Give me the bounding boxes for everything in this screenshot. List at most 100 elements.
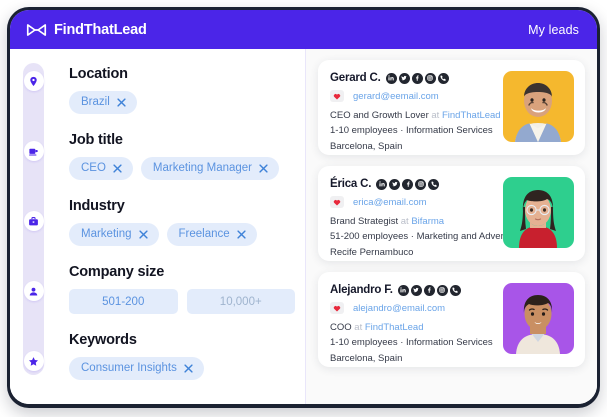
chip-label: Marketing Manager: [152, 162, 252, 174]
lead-at-word: at: [431, 110, 440, 121]
chip-label: Consumer Insights: [81, 362, 177, 374]
filter-chip[interactable]: CEO: [69, 157, 133, 180]
filter-icon-rail: [10, 49, 57, 404]
social-links: [397, 284, 461, 296]
lead-details: Alejandro F.: [330, 283, 495, 366]
lead-role-line: Brand Strategist at Bifarma: [330, 214, 495, 229]
lead-name-row: Alejandro F.: [330, 284, 495, 296]
lead-details: Gerard C.: [330, 71, 501, 154]
close-x-icon[interactable]: [259, 163, 268, 173]
phone-icon[interactable]: [428, 178, 440, 190]
lead-name-row: Érica C.: [330, 178, 495, 190]
phone-icon[interactable]: [437, 72, 449, 84]
star-keywords-icon[interactable]: [23, 351, 44, 371]
instagram-icon[interactable]: [415, 178, 427, 190]
instagram-icon[interactable]: [424, 72, 436, 84]
chip-list-job-title: CEO Marketing Manager: [69, 157, 295, 180]
company-size-option[interactable]: 10,000+: [186, 289, 295, 314]
facebook-icon[interactable]: [402, 178, 414, 190]
filter-chip[interactable]: Marketing: [69, 223, 159, 246]
lead-company[interactable]: Bifarma: [411, 216, 445, 227]
facebook-icon[interactable]: [423, 284, 435, 296]
lead-email-row: alejandro@email.com: [330, 302, 495, 314]
suitcase-industry-icon[interactable]: [23, 211, 44, 231]
twitter-icon[interactable]: [389, 178, 401, 190]
close-x-icon[interactable]: [138, 229, 148, 239]
lead-email-row: gerard@eemail.com: [330, 90, 495, 102]
lead-card[interactable]: Gerard C.: [318, 60, 585, 155]
lead-email[interactable]: erica@email.com: [353, 196, 427, 208]
phone-icon[interactable]: [449, 284, 461, 296]
filter-chip[interactable]: Marketing Manager: [140, 157, 279, 180]
filter-title-industry: Industry: [69, 198, 125, 214]
my-leads-nav-link[interactable]: My leads: [528, 22, 579, 37]
chip-label: CEO: [81, 162, 106, 174]
lead-company[interactable]: FindThatLead: [441, 110, 501, 121]
company-size-options: 501-200 10,000+: [69, 289, 295, 314]
filter-chip[interactable]: Freelance: [166, 223, 257, 246]
instagram-icon[interactable]: [436, 284, 448, 296]
lead-card[interactable]: Alejandro F.: [318, 272, 585, 367]
chip-list-industry: Marketing Freelance: [69, 223, 295, 246]
lead-role: Brand Strategist: [330, 216, 399, 227]
chip-list-keywords: Consumer Insights: [69, 357, 295, 380]
linkedin-icon[interactable]: [385, 72, 397, 84]
person-company-size-icon[interactable]: [23, 281, 44, 301]
lead-role: CEO and Growth Lover: [330, 110, 429, 121]
lead-email[interactable]: gerard@eemail.com: [353, 90, 439, 102]
lead-role-line: COO at FindThatLead: [330, 320, 495, 335]
filter-group-location: Location Brazil: [69, 66, 295, 114]
facebook-icon[interactable]: [411, 72, 423, 84]
avatar: [503, 177, 574, 248]
brand-name-label: FindThatLead: [54, 21, 147, 38]
filter-groups: Location Brazil: [57, 49, 305, 404]
close-x-icon[interactable]: [113, 163, 122, 173]
lead-location: Barcelona, Spain: [330, 352, 403, 364]
filter-title-keywords: Keywords: [69, 332, 137, 348]
lead-at-word: at: [354, 322, 363, 333]
lead-email[interactable]: alejandro@email.com: [353, 302, 446, 314]
filter-title-job-title: Job title: [69, 132, 123, 148]
heart-icon[interactable]: [330, 196, 344, 208]
app-screen: FindThatLead My leads: [10, 10, 597, 404]
lead-card[interactable]: Érica C.: [318, 166, 585, 261]
lead-company[interactable]: FindThatLead: [364, 322, 424, 333]
chip-label: Marketing: [81, 228, 132, 240]
rail-track: [23, 63, 44, 375]
chip-list-location: Brazil: [69, 91, 295, 114]
lead-name-row: Gerard C.: [330, 72, 495, 84]
lead-employees: 51-200 employees · Marketing and Adverti…: [330, 231, 526, 243]
device-frame: FindThatLead My leads: [7, 7, 600, 408]
filter-chip[interactable]: Consumer Insights: [69, 357, 204, 380]
leads-list[interactable]: Gerard C.: [306, 49, 597, 404]
brand-logo[interactable]: FindThatLead: [26, 22, 147, 38]
lead-email-row: erica@email.com: [330, 196, 495, 208]
avatar: [503, 71, 574, 142]
filter-chip[interactable]: Brazil: [69, 91, 137, 114]
lead-details: Érica C.: [330, 177, 526, 260]
filter-title-location: Location: [69, 66, 128, 82]
chip-label: Brazil: [81, 96, 110, 108]
twitter-icon[interactable]: [398, 72, 410, 84]
lead-location: Recife Pernambuco: [330, 246, 414, 258]
lead-name: Gerard C.: [330, 72, 381, 84]
close-x-icon[interactable]: [237, 229, 246, 239]
lead-role: COO: [330, 322, 352, 333]
twitter-icon[interactable]: [410, 284, 422, 296]
lead-name: Érica C.: [330, 178, 372, 190]
close-x-icon[interactable]: [184, 363, 193, 373]
filter-group-company-size: Company size 501-200 10,000+: [69, 264, 295, 314]
location-pin-icon[interactable]: [23, 71, 44, 91]
heart-icon[interactable]: [330, 302, 344, 314]
lead-name: Alejandro F.: [330, 284, 393, 296]
filters-panel: Location Brazil: [10, 49, 306, 404]
close-x-icon[interactable]: [117, 97, 126, 107]
linkedin-icon[interactable]: [397, 284, 409, 296]
heart-icon[interactable]: [330, 90, 344, 102]
briefcase-job-icon[interactable]: [23, 141, 44, 161]
filter-title-company-size: Company size: [69, 264, 165, 280]
top-header-bar: FindThatLead My leads: [10, 10, 597, 49]
company-size-option[interactable]: 501-200: [69, 289, 178, 314]
linkedin-icon[interactable]: [376, 178, 388, 190]
